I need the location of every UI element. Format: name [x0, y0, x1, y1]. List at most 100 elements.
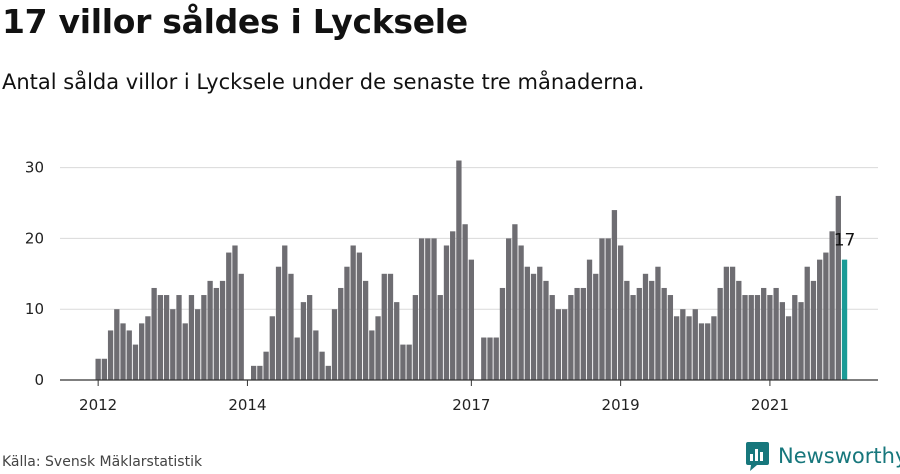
bar [530, 273, 537, 380]
bar [779, 302, 785, 380]
bar [418, 238, 425, 380]
bar [736, 280, 742, 380]
bar [630, 295, 636, 380]
bar [593, 273, 599, 380]
x-tick-label: 2017 [452, 396, 490, 414]
bar [132, 344, 139, 380]
bar [829, 231, 835, 380]
x-axis-ticks: 2012 2014 2017 2019 2021 [79, 380, 789, 414]
bar [369, 330, 375, 380]
bar [655, 266, 661, 380]
bar-latest [841, 259, 848, 380]
bar [400, 344, 406, 380]
bar [313, 330, 319, 380]
bar [754, 295, 761, 380]
bar [524, 266, 530, 380]
bar [362, 280, 369, 380]
bar [767, 295, 773, 380]
bar [705, 323, 711, 380]
bar [101, 358, 108, 380]
bar [114, 309, 120, 380]
page-title: 17 villor såldes i Lycksele [2, 2, 468, 41]
bar [219, 280, 226, 380]
bar [804, 266, 810, 380]
bar [387, 273, 394, 380]
bar [238, 273, 244, 380]
bar [810, 280, 817, 380]
y-tick-label: 20 [25, 229, 44, 247]
latest-value-label: 17 [834, 231, 856, 251]
bar [642, 273, 649, 380]
bar [300, 302, 307, 380]
bar [338, 287, 344, 380]
bar [624, 280, 630, 380]
bar [729, 266, 736, 380]
bar [686, 316, 692, 380]
bar [692, 309, 698, 380]
bar [356, 252, 363, 380]
bar [673, 316, 680, 380]
bar [667, 295, 674, 380]
bar [294, 337, 300, 380]
bar [263, 351, 269, 380]
bar [717, 287, 723, 380]
bar [798, 302, 804, 380]
bar [506, 238, 512, 380]
bar [680, 309, 686, 380]
newsworthy-logo: Newsworthy [745, 441, 900, 471]
bar [723, 266, 730, 380]
bar [456, 160, 462, 380]
bar [481, 337, 487, 380]
bar [120, 323, 126, 380]
bar [319, 351, 325, 380]
bar [176, 295, 182, 380]
bar [188, 295, 195, 380]
bar [381, 273, 387, 380]
bar [288, 273, 294, 380]
bar [792, 295, 798, 380]
bar [835, 195, 841, 380]
bar [574, 287, 580, 380]
bar [126, 330, 132, 380]
bar [394, 302, 400, 380]
y-tick-label: 10 [25, 300, 44, 318]
bar [823, 252, 829, 380]
x-tick-label: 2014 [228, 396, 266, 414]
bar [350, 245, 356, 380]
bar [431, 238, 437, 380]
brand-name: Newsworthy [778, 444, 900, 468]
y-tick-label: 0 [34, 371, 44, 389]
bar [493, 337, 499, 380]
bar [251, 365, 257, 380]
bar [425, 238, 431, 380]
bar [275, 266, 282, 380]
bar [257, 365, 263, 380]
bar [562, 309, 568, 380]
bar [201, 295, 207, 380]
bar [462, 224, 468, 380]
bar [599, 238, 605, 380]
bar [605, 238, 611, 380]
bar [269, 316, 275, 380]
bar [761, 287, 767, 380]
bar [213, 287, 219, 380]
bar [195, 309, 201, 380]
bar [649, 280, 655, 380]
bar [785, 316, 792, 380]
chart-bars [95, 160, 848, 380]
bar [151, 287, 157, 380]
bar [537, 266, 543, 380]
bar [555, 309, 562, 380]
bar [437, 295, 443, 380]
bar [450, 231, 456, 380]
bar [568, 295, 574, 380]
bar [157, 295, 163, 380]
bar [207, 280, 213, 380]
source-credit: Källa: Svensk Mäklarstatistik [2, 454, 203, 470]
bar [518, 245, 524, 380]
bar [468, 259, 474, 380]
newsworthy-logo-icon [746, 442, 769, 471]
bar [232, 245, 238, 380]
bar [282, 245, 288, 380]
y-tick-label: 30 [25, 159, 44, 177]
